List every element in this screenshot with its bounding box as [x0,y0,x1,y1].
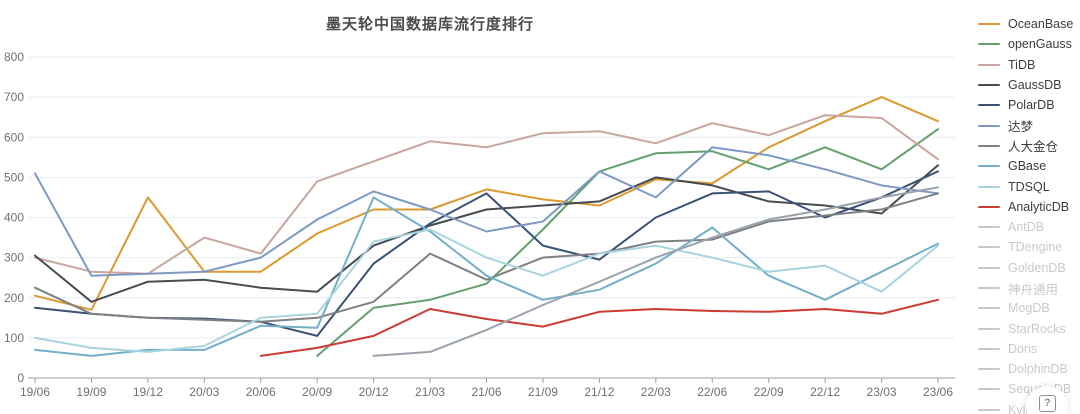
legend-line-swatch [978,408,1000,411]
legend-item-GoldenDB[interactable]: GoldenDB [978,258,1078,278]
legend-line-swatch [978,246,1000,249]
legend-label: AnalyticDB [1008,199,1070,214]
legend-line-swatch [978,266,1000,269]
legend-item-StarRocks[interactable]: StarRocks [978,318,1078,338]
series-line-openGauss[interactable] [316,128,939,357]
y-axis-label: 100 [4,331,24,345]
legend-label: openGauss [1008,37,1072,52]
legend-line-swatch [978,144,1000,147]
legend-item-TDSQL[interactable]: TDSQL [978,176,1078,196]
legend-line-swatch [978,226,1000,229]
legend-item-TiDB[interactable]: TiDB [978,55,1078,75]
question-icon: ? [1039,395,1056,412]
x-axis-label: 21/06 [471,385,501,399]
legend-item-DolphinDB[interactable]: DolphinDB [978,359,1078,379]
legend-item-openGauss[interactable]: openGauss [978,34,1078,54]
legend-item-人大金仓[interactable]: 人大金仓 [978,136,1078,156]
legend-line-swatch [978,185,1000,188]
x-axis-label: 22/03 [641,385,671,399]
legend-item-TDengine[interactable]: TDengine [978,237,1078,257]
x-axis-label: 23/03 [867,385,897,399]
x-axis-label: 21/03 [415,385,445,399]
y-axis-label: 600 [4,130,24,144]
legend-line-swatch [978,347,1000,350]
legend-label: 人大金仓 [1008,140,1059,155]
series-line-OceanBase[interactable] [34,96,939,311]
legend-item-AnalyticDB[interactable]: AnalyticDB [978,197,1078,217]
legend-label: TDSQL [1008,179,1050,194]
y-axis-label: 700 [4,90,24,104]
y-axis-label: 800 [4,50,24,64]
y-axis-label: 200 [4,291,24,305]
series-line-GBase[interactable] [34,196,939,357]
legend: OceanBase openGauss TiDB GaussDB PolarDB 达梦人大… [978,14,1078,414]
series-line-TiDB[interactable] [34,114,939,275]
legend-line-swatch [978,368,1000,371]
legend-item-OceanBase[interactable]: OceanBase [978,14,1078,34]
legend-line-swatch [978,23,1000,26]
legend-item-AntDB[interactable]: AntDB [978,217,1078,237]
legend-label: 达梦 [1008,120,1034,135]
legend-label: OceanBase [1008,17,1074,32]
x-axis-label: 20/09 [302,385,332,399]
y-axis-label: 0 [17,371,24,385]
x-axis-label: 22/09 [754,385,784,399]
legend-item-达梦[interactable]: 达梦 [978,115,1078,135]
x-axis-label: 21/12 [584,385,614,399]
y-axis-label: 300 [4,251,24,265]
legend-label: MogDB [1008,301,1050,316]
legend-line-swatch [978,388,1000,391]
x-axis-label: 20/12 [359,385,389,399]
series-line-MogDB[interactable] [372,186,939,357]
legend-label: GaussDB [1008,78,1062,93]
legend-label: TDengine [1008,240,1063,255]
series-line-人大金仓[interactable] [34,192,939,323]
x-axis-label: 20/06 [246,385,276,399]
chart-title: 墨天轮中国数据库流行度排行 [325,16,534,33]
legend-line-swatch [978,124,1000,127]
series-line-TDSQL[interactable] [34,228,939,353]
legend-item-GBase[interactable]: GBase [978,156,1078,176]
legend-line-swatch [978,104,1000,107]
x-axis-label: 22/06 [697,385,727,399]
legend-item-神舟通用[interactable]: 神舟通用 [978,278,1078,298]
x-axis-label: 21/09 [528,385,558,399]
y-axis-label: 400 [4,211,24,225]
legend-line-swatch [978,307,1000,310]
legend-label: GoldenDB [1008,260,1066,275]
legend-line-swatch [978,205,1000,208]
x-axis-label: 23/06 [923,385,953,399]
x-axis-label: 20/03 [189,385,219,399]
x-axis-label: 19/06 [20,385,50,399]
x-axis-label: 19/09 [76,385,106,399]
legend-line-swatch [978,165,1000,168]
legend-line-swatch [978,84,1000,87]
series-line-AnalyticDB[interactable] [259,298,939,357]
x-axis-label: 22/12 [810,385,840,399]
legend-line-swatch [978,327,1000,330]
legend-label: DolphinDB [1008,362,1068,377]
legend-line-swatch [978,43,1000,46]
legend-label: TiDB [1008,57,1036,72]
legend-label: PolarDB [1008,98,1055,113]
legend-label: StarRocks [1008,321,1066,336]
legend-line-swatch [978,63,1000,66]
series-line-达梦[interactable] [34,146,939,277]
legend-label: Doris [1008,341,1038,356]
y-axis-label: 500 [4,170,24,184]
x-axis-label: 19/12 [133,385,163,399]
legend-item-Doris[interactable]: Doris [978,339,1078,359]
legend-label: 神舟通用 [1008,282,1059,297]
legend-line-swatch [978,287,1000,289]
legend-item-GaussDB[interactable]: GaussDB [978,75,1078,95]
series-line-GaussDB[interactable] [34,164,939,303]
legend-item-MogDB[interactable]: MogDB [978,298,1078,318]
legend-label: GBase [1008,159,1047,174]
legend-item-PolarDB[interactable]: PolarDB [978,95,1078,115]
series-line-PolarDB[interactable] [34,170,939,337]
legend-label: AntDB [1008,220,1045,235]
